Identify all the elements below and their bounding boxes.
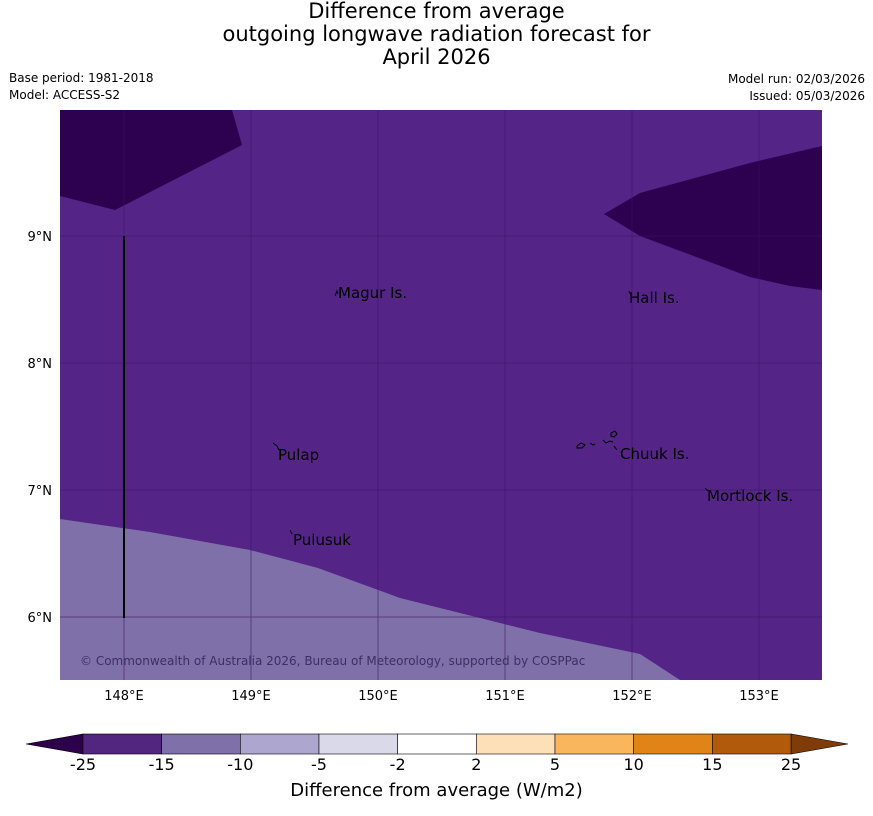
island-shapes xyxy=(272,289,709,535)
issued-date: Issued: 05/03/2026 xyxy=(749,89,865,103)
region-light-purple-sw xyxy=(60,519,680,680)
colorbar-extend-over xyxy=(790,733,849,755)
model-name: Model: ACCESS-S2 xyxy=(9,88,121,102)
lon-label-152e: 152°E xyxy=(612,689,652,704)
map-panel: Magur Is. Hall Is. Pulap Chuuk Is. Mortl… xyxy=(60,110,822,680)
island-chuuk-3 xyxy=(602,439,614,444)
colorbar-tick-label: -10 xyxy=(227,755,254,774)
colorbar-bin-0 xyxy=(82,733,162,755)
colorbar-tick-label: 5 xyxy=(549,755,561,774)
lon-label-151e: 151°E xyxy=(485,689,525,704)
colorbar xyxy=(25,733,849,755)
region-deep-purple-ne xyxy=(604,146,822,290)
colorbar-bin-4 xyxy=(397,733,477,755)
meta-right: Model run: 02/03/2026 Issued: 05/03/2026 xyxy=(728,71,865,105)
island-pulap xyxy=(272,442,280,451)
label-hall: Hall Is. xyxy=(629,289,680,307)
title-line-2: outgoing longwave radiation forecast for xyxy=(222,22,651,46)
colorbar-extend-under xyxy=(25,733,84,755)
copyright-text: © Commonwealth of Australia 2026, Bureau… xyxy=(80,654,585,668)
colorbar-tick-label: -15 xyxy=(148,755,175,774)
lat-label-7n: 7°N xyxy=(28,484,53,499)
lat-labels: 9°N 8°N 7°N 6°N xyxy=(28,230,53,626)
colorbar-bin-7 xyxy=(633,733,713,755)
colorbar-tick-label: 10 xyxy=(623,755,644,774)
colorbar-tick-label: 2 xyxy=(471,755,482,774)
region-deep-purple-nw xyxy=(60,110,242,210)
colorbar-tick-label: -25 xyxy=(69,755,97,774)
map-title: Difference from average outgoing longwav… xyxy=(0,0,873,69)
lon-label-150e: 150°E xyxy=(358,689,398,704)
island-chuuk-1 xyxy=(576,442,586,449)
island-pulusuk xyxy=(289,529,293,535)
lat-label-9n: 9°N xyxy=(28,230,53,245)
base-period: Base period: 1981-2018 xyxy=(9,71,154,85)
lat-label-8n: 8°N xyxy=(28,357,53,372)
island-chuuk-2 xyxy=(589,442,596,446)
lon-labels: 148°E 149°E 150°E 151°E 152°E 153°E xyxy=(104,689,779,704)
island-chuuk-5 xyxy=(613,445,618,451)
colorbar-bin-5 xyxy=(476,733,556,755)
place-labels: Magur Is. Hall Is. Pulap Chuuk Is. Mortl… xyxy=(278,284,793,549)
lon-label-148e: 148°E xyxy=(104,689,144,704)
island-magur xyxy=(334,289,339,297)
lat-label-6n: 6°N xyxy=(28,611,53,626)
label-pulap: Pulap xyxy=(278,446,319,464)
colorbar-bin-8 xyxy=(712,733,792,755)
lon-label-153e: 153°E xyxy=(739,689,779,704)
colorbar-bin-1 xyxy=(161,733,241,755)
gridlines xyxy=(60,110,822,680)
label-mortlock: Mortlock Is. xyxy=(707,487,793,505)
island-chuuk-4 xyxy=(610,430,618,438)
label-chuuk: Chuuk Is. xyxy=(620,445,689,463)
island-hall xyxy=(628,290,632,297)
title-line-1: Difference from average xyxy=(308,0,565,23)
colorbar-bin-6 xyxy=(554,733,634,755)
colorbar-title: Difference from average (W/m2) xyxy=(290,780,583,801)
colorbar-tick-label: -2 xyxy=(389,755,406,774)
label-magur: Magur Is. xyxy=(338,284,407,302)
colorbar-tick-label: -5 xyxy=(311,755,327,774)
lon-label-149e: 149°E xyxy=(231,689,271,704)
meta-left: Base period: 1981-2018 Model: ACCESS-S2 xyxy=(9,70,154,104)
colorbar-tick-label: 15 xyxy=(702,755,723,774)
label-pulusuk: Pulusuk xyxy=(293,531,351,549)
title-line-3: April 2026 xyxy=(382,45,491,69)
island-mortlock xyxy=(704,487,709,492)
colorbar-tick-label: 25 xyxy=(780,755,802,774)
colorbar-bin-2 xyxy=(240,733,320,755)
colorbar-bin-3 xyxy=(318,733,398,755)
model-run: Model run: 02/03/2026 xyxy=(727,72,865,86)
